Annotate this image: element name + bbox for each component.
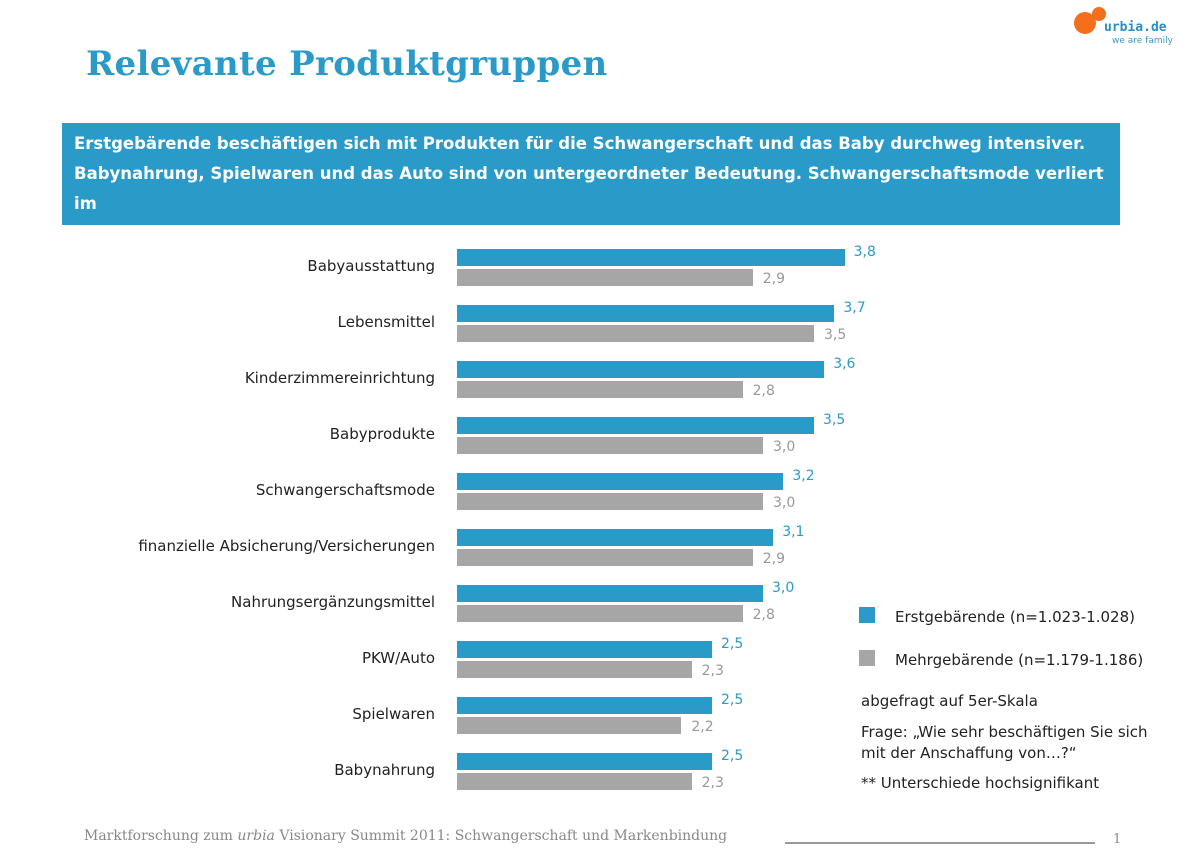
summary-box: Erstgebärende beschäftigen sich mit Prod… bbox=[62, 123, 1120, 243]
data-label: 3,7 bbox=[843, 300, 866, 316]
category-label: PKW/Auto bbox=[361, 649, 435, 667]
category-label: finanzielle Absicherung/Versicherungen bbox=[138, 537, 435, 555]
data-label: 3,1 bbox=[782, 524, 805, 540]
bar-erstgebaerende bbox=[457, 249, 845, 266]
data-label: 3,2 bbox=[792, 468, 815, 484]
bar-erstgebaerende bbox=[457, 697, 712, 714]
category-label: Lebensmittel bbox=[337, 313, 435, 331]
data-label: 3,0 bbox=[773, 439, 796, 455]
summary-line: Schwangerschaftsverlauf signifikant an B… bbox=[74, 224, 1069, 243]
bar-erstgebaerende bbox=[457, 305, 835, 322]
footer-divider bbox=[785, 842, 1095, 844]
data-label: 2,3 bbox=[701, 775, 724, 791]
bar-erstgebaerende bbox=[457, 473, 784, 490]
bar-erstgebaerende bbox=[457, 529, 774, 546]
data-label: 3,0 bbox=[773, 495, 796, 511]
bar-erstgebaerende bbox=[457, 641, 712, 658]
category-label: Schwangerschaftsmode bbox=[255, 481, 435, 499]
data-label: 3,8 bbox=[853, 244, 876, 260]
category-label: Nahrungsergänzungsmittel bbox=[231, 593, 435, 611]
bar-erstgebaerende bbox=[457, 417, 814, 434]
category-label: Spielwaren bbox=[352, 705, 435, 723]
data-label: 3,5 bbox=[824, 327, 847, 343]
bar-mehrgebaerende bbox=[457, 437, 763, 454]
question-note-line: mit der Anschaffung von…?“ bbox=[861, 744, 1077, 762]
bar-mehrgebaerende bbox=[457, 269, 753, 286]
page-title: Relevante Produktgruppen bbox=[86, 44, 608, 84]
logo-tagline: we are family bbox=[1112, 36, 1173, 46]
footer-text: Marktforschung zum urbia Visionary Summi… bbox=[84, 828, 727, 844]
bar-erstgebaerende bbox=[457, 585, 763, 602]
urbia-logo: urbia.de we are family bbox=[1072, 6, 1197, 51]
data-label: 2,8 bbox=[752, 607, 775, 623]
data-label: 3,6 bbox=[833, 356, 856, 372]
scale-note: abgefragt auf 5er-Skala bbox=[861, 692, 1038, 710]
bar-mehrgebaerende bbox=[457, 381, 743, 398]
data-label: 3,0 bbox=[772, 580, 795, 596]
legend-label-mehrgebaerende: Mehrgebärende (n=1.179-1.186) bbox=[895, 651, 1144, 669]
significance-note: ** Unterschiede hochsignifikant bbox=[861, 774, 1100, 792]
bar-mehrgebaerende bbox=[457, 717, 682, 734]
bar-erstgebaerende bbox=[457, 361, 825, 378]
bar-mehrgebaerende bbox=[457, 325, 814, 342]
category-label: Kinderzimmereinrichtung bbox=[244, 369, 435, 387]
legend-label-erstgebaerende: Erstgebärende (n=1.023-1.028) bbox=[895, 608, 1135, 626]
data-label: 3,5 bbox=[823, 412, 846, 428]
logo-text: urbia.de bbox=[1104, 20, 1167, 35]
bar-mehrgebaerende bbox=[457, 661, 692, 678]
footer-pre: Marktforschung zum bbox=[84, 828, 238, 844]
bar-mehrgebaerende bbox=[457, 773, 692, 790]
data-label: 2,2 bbox=[691, 719, 714, 735]
data-label: 2,8 bbox=[752, 383, 775, 399]
data-label: 2,3 bbox=[701, 663, 724, 679]
category-label: Babyausstattung bbox=[307, 257, 435, 275]
footer-post: Visionary Summit 2011: Schwangerschaft u… bbox=[274, 828, 728, 844]
data-label: 2,5 bbox=[721, 748, 744, 764]
footer-brand: urbia bbox=[237, 828, 275, 844]
page-number: 1 bbox=[1113, 832, 1122, 847]
summary-line: Erstgebärende beschäftigen sich mit Prod… bbox=[74, 134, 1086, 153]
legend-swatch-mehrgebaerende bbox=[859, 650, 875, 666]
data-label: 2,5 bbox=[721, 692, 744, 708]
bar-mehrgebaerende bbox=[457, 493, 763, 510]
legend-swatch-erstgebaerende bbox=[859, 607, 875, 623]
data-label: 2,5 bbox=[721, 636, 744, 652]
question-note-line: Frage: „Wie sehr beschäftigen Sie sich bbox=[861, 723, 1148, 741]
data-label: 2,9 bbox=[762, 551, 786, 567]
summary-line: Babynahrung, Spielwaren und das Auto sin… bbox=[74, 164, 1104, 213]
bar-mehrgebaerende bbox=[457, 549, 753, 566]
data-label: 2,9 bbox=[762, 271, 786, 287]
bar-mehrgebaerende bbox=[457, 605, 743, 622]
logo-dots-icon bbox=[1074, 7, 1106, 34]
category-label: Babynahrung bbox=[334, 761, 435, 779]
bar-erstgebaerende bbox=[457, 753, 712, 770]
category-label: Babyprodukte bbox=[329, 425, 435, 443]
